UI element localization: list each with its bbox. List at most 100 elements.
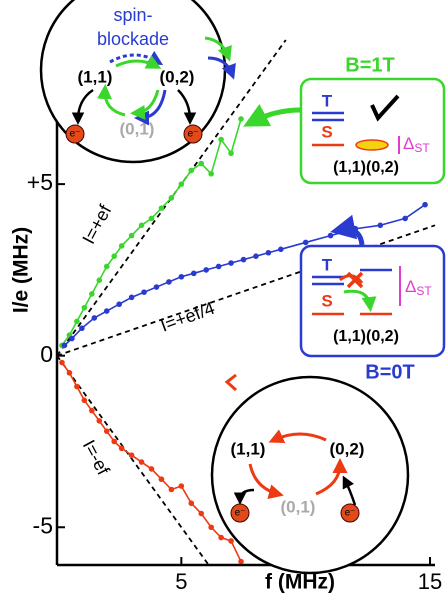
y-tick-label: 0 — [40, 341, 53, 367]
level-label: S — [321, 291, 332, 310]
data-point — [116, 301, 122, 307]
data-point — [278, 247, 284, 253]
data-point — [141, 289, 147, 295]
data-point — [139, 459, 145, 465]
data-point — [111, 253, 117, 259]
y-axis-label: I/e (MHz) — [10, 227, 33, 313]
data-point — [166, 279, 172, 285]
data-point — [96, 418, 102, 424]
data-point — [253, 253, 259, 259]
reference-label: I=+ef/4 — [158, 298, 218, 336]
data-point — [238, 116, 244, 122]
annotation: spin- — [113, 5, 152, 25]
electron-label: e⁻ — [235, 508, 246, 519]
data-point — [218, 137, 224, 143]
data-point — [149, 466, 155, 472]
state-label: (0,2) — [330, 439, 365, 458]
data-point — [216, 264, 222, 270]
data-point — [203, 267, 209, 273]
data-point — [422, 202, 428, 208]
x-tick-label: 15 — [418, 569, 442, 594]
data-point — [69, 336, 75, 342]
data-point — [228, 150, 234, 156]
data-point — [111, 439, 117, 445]
data-point — [179, 483, 185, 489]
x-tick-label: 5 — [175, 569, 187, 594]
state-label: (1,1) — [78, 67, 113, 86]
insets: spin- blockade (1,1) (0,2) (0,1) e⁻ e⁻ B… — [41, 0, 444, 573]
state-label: (0,1) — [120, 119, 155, 138]
inset-circle — [212, 377, 408, 573]
data-point — [191, 271, 197, 277]
data-point — [59, 360, 65, 366]
arrow — [252, 110, 300, 122]
annotation: blockade — [97, 29, 169, 49]
inset-0t: B=0T T S ΔST (1,1)(0,2) — [301, 229, 444, 383]
data-point — [198, 161, 204, 167]
data-point — [129, 452, 135, 458]
data-point — [104, 428, 110, 434]
data-point — [241, 257, 247, 263]
state-label: (1,1) — [231, 439, 266, 458]
data-point — [89, 291, 95, 297]
level-label: S — [321, 122, 332, 141]
y-tick-label: +5 — [27, 169, 53, 195]
data-point — [82, 305, 88, 311]
states-label: (1,1)(0,2) — [333, 328, 399, 345]
data-point — [266, 250, 272, 256]
data-point — [67, 370, 73, 376]
x-axis-label: f (MHz) — [265, 571, 335, 594]
data-point — [328, 233, 334, 239]
level-highlight — [356, 140, 388, 150]
data-point — [159, 205, 165, 211]
data-point — [74, 319, 80, 325]
data-point — [198, 511, 204, 517]
series-label: B=0T — [365, 361, 414, 383]
data-point — [89, 408, 95, 414]
data-point — [303, 240, 309, 246]
reference-label: I=+ef — [78, 201, 115, 248]
data-point — [208, 524, 214, 530]
data-point — [228, 260, 234, 266]
inset-bottom: (1,1) (0,2) (0,1) e⁻ e⁻ — [212, 375, 408, 573]
data-point — [92, 315, 98, 321]
electron-label: e⁻ — [345, 508, 356, 519]
reference-label: I=-ef — [79, 437, 114, 480]
data-point — [188, 500, 194, 506]
chart: I=+ef I=+ef/4 I=-ef +5 0 -5 5 15 f (MHz) I/e (M… — [0, 0, 448, 602]
data-point — [169, 487, 175, 493]
data-point — [218, 535, 224, 541]
data-point — [179, 274, 185, 280]
data-point — [82, 397, 88, 403]
data-point — [377, 222, 383, 228]
electron-label: e⁻ — [188, 129, 199, 140]
level-label: T — [322, 255, 333, 274]
level-label: T — [322, 91, 333, 110]
series-label: B=1T — [345, 54, 394, 76]
data-point — [402, 216, 408, 222]
data-point — [79, 325, 85, 331]
y-tick-label: -5 — [33, 512, 53, 538]
states-label: (1,1)(0,2) — [333, 159, 399, 176]
data-point — [62, 343, 68, 349]
inset-1t: B=1T T S ΔST (1,1)(0,2) — [252, 54, 444, 183]
arrow — [340, 229, 362, 245]
data-point — [74, 384, 80, 390]
data-point — [119, 446, 125, 452]
data-point — [154, 284, 160, 290]
reference-line — [57, 356, 209, 565]
data-point — [179, 181, 185, 187]
data-point — [129, 295, 135, 301]
data-point — [104, 264, 110, 270]
data-point — [208, 171, 214, 177]
data-point — [139, 222, 145, 228]
state-label: (0,2) — [160, 67, 195, 86]
data-point — [169, 195, 175, 201]
data-point — [96, 277, 102, 283]
data-point — [149, 216, 155, 222]
data-point — [119, 243, 125, 249]
data-point — [188, 168, 194, 174]
data-point — [238, 559, 244, 565]
inset-top: spin- blockade (1,1) (0,2) (0,1) e⁻ e⁻ — [41, 0, 232, 162]
electron-label: e⁻ — [70, 129, 81, 140]
